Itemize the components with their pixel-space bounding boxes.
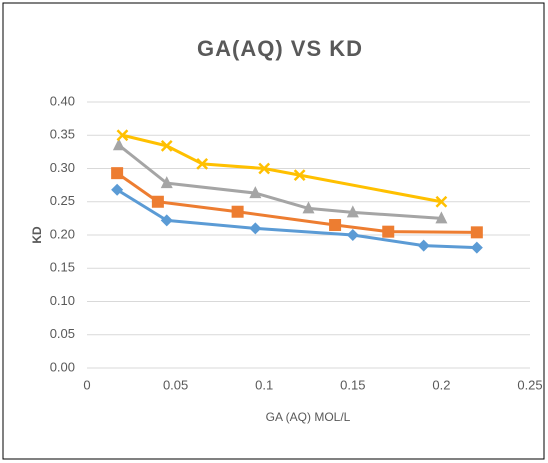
marker xyxy=(151,195,164,208)
y-tick-label: 0.30 xyxy=(50,160,75,175)
series-line xyxy=(116,188,477,250)
y-tick-label: 0.10 xyxy=(50,293,75,308)
x-tick-label: 0.25 xyxy=(517,377,542,392)
y-tick-label: 0.00 xyxy=(50,359,75,374)
marker xyxy=(249,186,262,199)
x-axis-label: GA (AQ) MOL/L xyxy=(266,410,351,424)
x-tick-label: 0.15 xyxy=(340,377,365,392)
marker xyxy=(116,129,129,142)
marker xyxy=(111,167,124,180)
y-tick-label: 0.20 xyxy=(50,226,75,241)
marker xyxy=(196,157,209,170)
series-line xyxy=(117,144,442,220)
marker xyxy=(435,211,448,224)
y-tick-label: 0.15 xyxy=(50,260,75,275)
y-tick-label: 0.05 xyxy=(50,326,75,341)
y-tick-label: 0.40 xyxy=(50,93,75,108)
x-tick-label: 0.1 xyxy=(255,377,273,392)
series-line xyxy=(116,171,477,234)
marker xyxy=(329,219,342,232)
marker xyxy=(258,162,271,175)
chart-title: GA(AQ) VS KD xyxy=(197,36,363,61)
marker xyxy=(417,239,430,252)
x-tick-label: 0 xyxy=(83,377,90,392)
marker xyxy=(293,169,306,182)
y-tick-label: 0.25 xyxy=(50,193,75,208)
marker xyxy=(435,195,448,208)
marker xyxy=(112,138,125,151)
y-tick-label: 0.35 xyxy=(50,127,75,142)
marker xyxy=(231,205,244,218)
marker xyxy=(470,226,483,239)
marker xyxy=(111,183,124,196)
y-axis-label: KD xyxy=(30,226,44,244)
marker xyxy=(160,176,173,189)
marker xyxy=(160,140,173,152)
marker xyxy=(470,241,483,254)
marker xyxy=(302,201,315,214)
series-line xyxy=(122,133,442,204)
x-tick-label: 0.05 xyxy=(163,377,188,392)
x-tick-label: 0.2 xyxy=(432,377,450,392)
marker xyxy=(160,214,173,227)
marker xyxy=(346,229,359,241)
marker xyxy=(382,225,395,238)
marker xyxy=(249,222,262,235)
marker xyxy=(346,205,359,218)
